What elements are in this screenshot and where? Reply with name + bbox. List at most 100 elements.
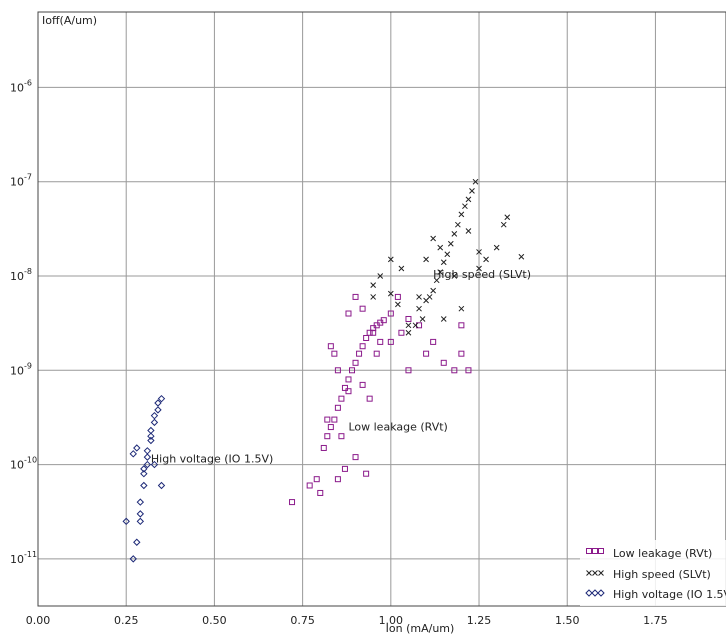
rvt-point bbox=[338, 395, 345, 402]
rvt-point bbox=[352, 454, 359, 461]
slvt-point bbox=[377, 273, 384, 279]
legend-marker bbox=[597, 589, 605, 597]
y-tick-label: 10-9 bbox=[10, 361, 32, 377]
io-point bbox=[154, 399, 162, 407]
slvt-point bbox=[405, 322, 412, 329]
rvt-point bbox=[359, 343, 366, 350]
slvt-point bbox=[455, 221, 461, 228]
rvt-point bbox=[458, 322, 465, 329]
slvt-point bbox=[412, 322, 419, 329]
y-tick-label: 10-11 bbox=[10, 550, 37, 566]
x-tick-label: 1.50 bbox=[555, 614, 580, 627]
rvt-point bbox=[352, 359, 359, 366]
rvt-point bbox=[324, 416, 331, 423]
io-point bbox=[140, 481, 148, 490]
x-tick-label: 0.00 bbox=[26, 614, 51, 627]
legend-marker bbox=[598, 548, 604, 554]
slvt-point bbox=[500, 221, 507, 228]
rvt-point bbox=[370, 329, 377, 336]
rvt-point bbox=[345, 310, 352, 317]
slvt-point bbox=[476, 249, 482, 255]
rvt-point bbox=[320, 444, 327, 451]
rvt-point bbox=[451, 367, 458, 374]
rvt-point bbox=[423, 350, 430, 357]
rvt-point bbox=[331, 350, 338, 357]
slvt-point bbox=[458, 211, 465, 218]
legend-markers bbox=[585, 548, 605, 597]
legend-label-io: High voltage (IO 1.5V) bbox=[613, 588, 726, 601]
slvt-point bbox=[451, 230, 458, 237]
rvt-point bbox=[465, 367, 472, 374]
io-point bbox=[147, 432, 155, 440]
rvt-point bbox=[366, 395, 373, 402]
slvt-point bbox=[483, 256, 489, 263]
legend-label-rvt: Low leakage (RVt) bbox=[613, 547, 712, 560]
slvt-point bbox=[458, 305, 465, 312]
legend-label-slvt: High speed (SLVt) bbox=[613, 568, 711, 581]
rvt-point bbox=[430, 338, 437, 345]
slvt-point bbox=[444, 251, 451, 258]
rvt-point bbox=[349, 367, 356, 374]
rvt-point bbox=[341, 384, 348, 391]
rvt-point bbox=[324, 433, 331, 440]
slvt-point bbox=[440, 316, 447, 322]
io-point bbox=[136, 498, 145, 506]
slvt-point bbox=[437, 244, 444, 251]
slvt-point bbox=[387, 256, 394, 263]
plot-frame bbox=[37, 11, 726, 607]
x-tick-label: 1.25 bbox=[467, 614, 492, 627]
rvt-point bbox=[405, 367, 412, 374]
slvt-point bbox=[405, 329, 412, 336]
slvt-point bbox=[437, 269, 444, 275]
io-point bbox=[147, 436, 155, 445]
legend-marker bbox=[585, 589, 593, 597]
rvt-point bbox=[440, 359, 447, 366]
rvt-point bbox=[345, 376, 352, 383]
rvt-point bbox=[366, 329, 373, 336]
slvt-point bbox=[472, 178, 479, 185]
rvt-point bbox=[341, 465, 348, 472]
rvt-point bbox=[334, 476, 341, 483]
rvt-point bbox=[331, 416, 338, 423]
legend-marker bbox=[598, 570, 604, 576]
io-point bbox=[150, 418, 159, 427]
io-point bbox=[150, 460, 159, 469]
slvt-point bbox=[476, 265, 482, 272]
slvt-point bbox=[395, 301, 401, 308]
rvt-point bbox=[416, 322, 423, 329]
io-point bbox=[150, 411, 159, 420]
rvt-point bbox=[380, 317, 387, 324]
rvt-point bbox=[334, 404, 341, 411]
slvt-point bbox=[430, 235, 437, 242]
slvt-point bbox=[416, 305, 422, 312]
rvt-point bbox=[394, 293, 401, 300]
y-tick-label: 10-6 bbox=[10, 78, 32, 94]
io-point bbox=[133, 538, 141, 546]
rvt-point bbox=[363, 470, 370, 477]
rvt-point bbox=[387, 310, 394, 317]
x-tick-label: 0.50 bbox=[202, 614, 227, 627]
slvt-point bbox=[433, 277, 440, 284]
legend-marker bbox=[592, 570, 598, 576]
annotation-rvt: Low leakage (RVt) bbox=[348, 420, 447, 433]
io-point bbox=[140, 470, 148, 478]
slvt-point bbox=[440, 259, 447, 266]
legend: Low leakage (RVt) High speed (SLVt) High… bbox=[580, 540, 726, 606]
slvt-point bbox=[462, 203, 468, 210]
slvt-point bbox=[370, 282, 377, 288]
rvt-point bbox=[327, 424, 334, 431]
rvt-point bbox=[313, 476, 320, 483]
axis-ticks: 0.00 0.25 0.50 0.75 1.00 1.25 1.50 1.75 10-6 10-7… bbox=[10, 78, 668, 627]
x-tick-label: 0.75 bbox=[290, 614, 315, 627]
slvt-point bbox=[387, 290, 394, 297]
slvt-point bbox=[493, 244, 500, 251]
legend-marker bbox=[586, 548, 592, 554]
y-tick-label: 10-10 bbox=[10, 456, 37, 472]
legend-marker bbox=[592, 548, 598, 554]
rvt-point bbox=[398, 329, 405, 336]
io-point bbox=[136, 517, 145, 526]
rvt-point bbox=[373, 350, 380, 357]
slvt-point bbox=[451, 273, 458, 279]
rvt-point bbox=[306, 482, 313, 489]
